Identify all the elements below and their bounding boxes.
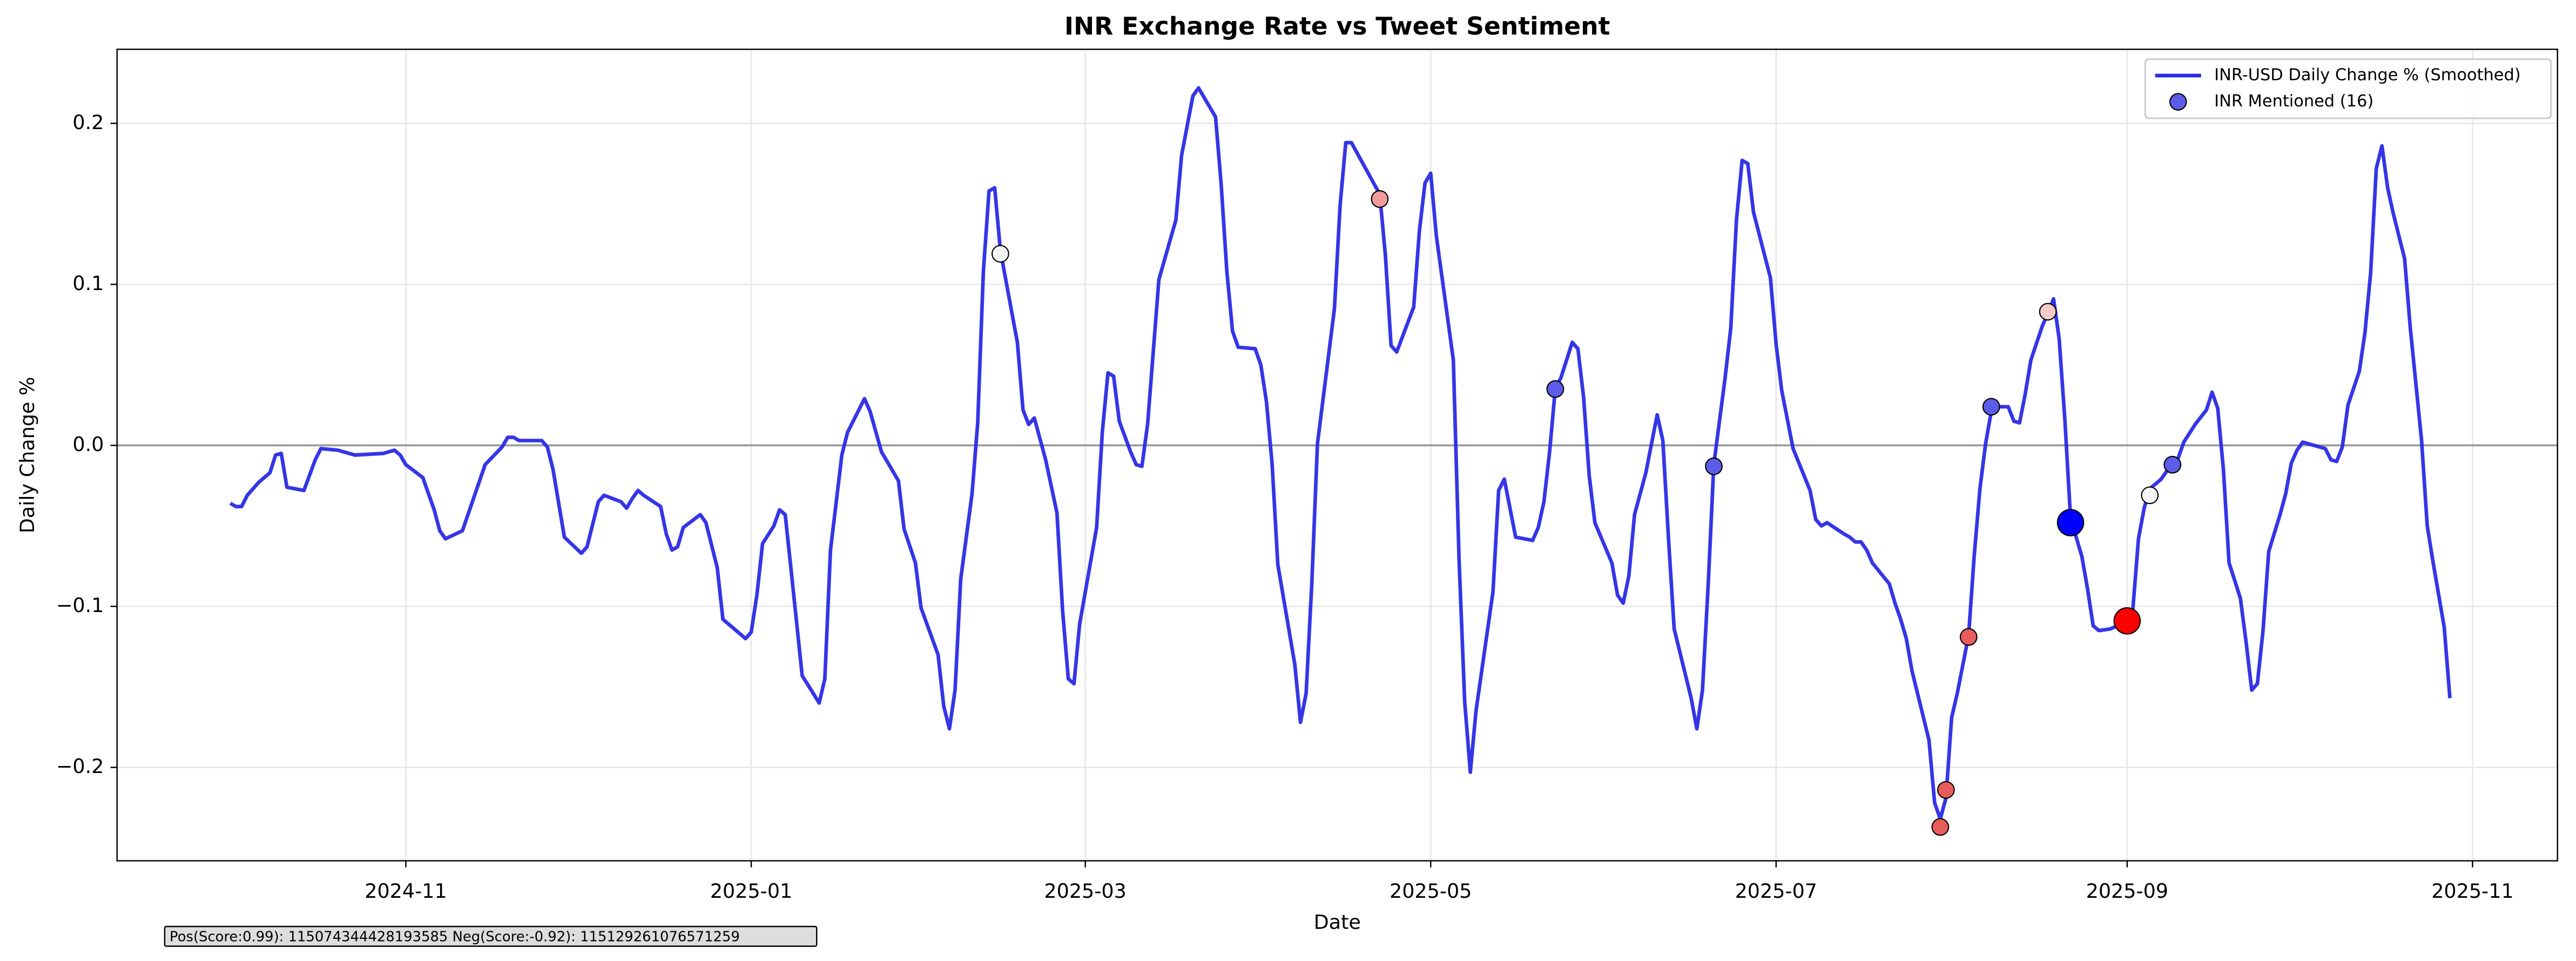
x-tick-label: 2025-01 [710,879,792,903]
scatter-point [992,245,1009,263]
x-tick-label: 2025-11 [2431,879,2513,903]
scatter-point [1982,398,2000,416]
scatter-point [2039,303,2057,321]
legend-label: INR Mentioned (16) [2214,92,2373,111]
x-tick-label: 2025-03 [1044,879,1126,903]
scatter-point [1546,380,1565,398]
scatter-point [1371,190,1389,208]
annotation-box [164,925,818,947]
y-tick-label: 0.2 [72,111,104,134]
x-tick-label: 2025-07 [1735,879,1817,903]
scatter-point [2163,455,2182,474]
scatter-point [1937,781,1955,799]
x-axis-label: Date [1314,911,1361,934]
scatter-point [1959,628,1978,646]
scatter-point [1931,818,1950,836]
y-tick-label: −0.2 [56,755,104,778]
x-tick-label: 2025-09 [2086,879,2168,903]
plot-frame [116,49,2558,862]
scatter-point [1705,457,1723,475]
legend-marker [2169,93,2187,111]
chart-title: INR Exchange Rate vs Tweet Sentiment [1064,12,1610,41]
scatter-point [2056,509,2085,536]
scatter-point [2141,486,2159,505]
scatter-point [2113,607,2141,635]
legend-box [2144,58,2552,119]
y-tick-label: −0.1 [56,594,104,617]
y-tick-label: 0.0 [72,433,104,456]
x-tick-label: 2025-05 [1390,879,1472,903]
annotation: Pos(Score:0.99): 115074344428193585 Neg(… [170,929,740,945]
x-tick-label: 2024-11 [365,879,447,903]
y-tick-label: 0.1 [72,272,104,295]
legend-label: INR-USD Daily Change % (Smoothed) [2214,65,2521,84]
y-axis-label: Daily Change % [16,377,39,533]
